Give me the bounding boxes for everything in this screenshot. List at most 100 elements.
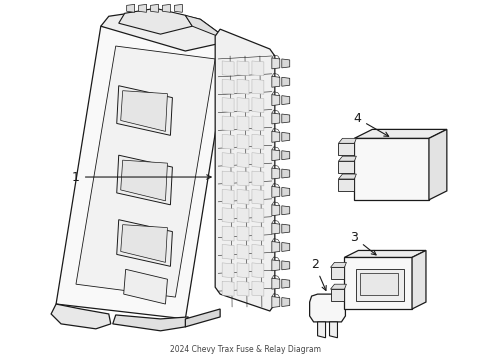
Polygon shape [282, 77, 290, 86]
Polygon shape [282, 298, 290, 306]
Polygon shape [163, 4, 171, 12]
Polygon shape [117, 220, 172, 266]
Polygon shape [282, 224, 290, 233]
Polygon shape [121, 91, 168, 131]
Polygon shape [222, 79, 234, 94]
Polygon shape [329, 322, 338, 338]
Polygon shape [237, 153, 249, 168]
Polygon shape [282, 114, 290, 123]
Polygon shape [121, 160, 168, 201]
Polygon shape [127, 4, 135, 12]
Polygon shape [222, 263, 234, 278]
Text: 1: 1 [72, 171, 211, 184]
Polygon shape [282, 169, 290, 178]
Polygon shape [222, 281, 234, 296]
Polygon shape [252, 79, 264, 94]
Polygon shape [429, 129, 447, 200]
Polygon shape [237, 79, 249, 94]
Polygon shape [56, 26, 230, 319]
Polygon shape [237, 226, 249, 241]
Polygon shape [344, 257, 412, 309]
Polygon shape [222, 171, 234, 186]
Polygon shape [339, 179, 354, 191]
Polygon shape [272, 297, 280, 307]
Polygon shape [272, 58, 280, 69]
Polygon shape [119, 8, 192, 34]
Polygon shape [237, 61, 249, 76]
Polygon shape [282, 188, 290, 196]
Polygon shape [237, 263, 249, 278]
Polygon shape [339, 174, 356, 179]
Polygon shape [222, 208, 234, 223]
Polygon shape [282, 59, 290, 68]
Polygon shape [331, 267, 344, 279]
Polygon shape [252, 61, 264, 76]
Polygon shape [272, 278, 280, 289]
Polygon shape [237, 116, 249, 131]
Polygon shape [318, 322, 325, 338]
Polygon shape [237, 189, 249, 204]
Polygon shape [272, 168, 280, 179]
Polygon shape [237, 98, 249, 113]
Text: 4: 4 [353, 112, 389, 136]
Polygon shape [272, 95, 280, 105]
Polygon shape [222, 153, 234, 168]
Polygon shape [76, 46, 215, 297]
Polygon shape [185, 309, 220, 327]
Polygon shape [272, 131, 280, 142]
Polygon shape [252, 263, 264, 278]
Polygon shape [222, 98, 234, 113]
Polygon shape [237, 244, 249, 260]
Polygon shape [331, 289, 344, 301]
Polygon shape [339, 161, 354, 173]
Polygon shape [339, 143, 354, 155]
Polygon shape [344, 251, 426, 257]
Polygon shape [252, 153, 264, 168]
Polygon shape [117, 155, 172, 205]
Polygon shape [174, 4, 182, 12]
Polygon shape [252, 189, 264, 204]
Polygon shape [123, 269, 168, 304]
Polygon shape [237, 171, 249, 186]
Polygon shape [272, 242, 280, 252]
Polygon shape [252, 134, 264, 149]
Polygon shape [272, 260, 280, 271]
Polygon shape [331, 262, 346, 267]
Polygon shape [215, 29, 275, 311]
Polygon shape [272, 223, 280, 234]
Polygon shape [101, 9, 230, 51]
Polygon shape [117, 86, 172, 135]
Polygon shape [272, 113, 280, 124]
Polygon shape [282, 151, 290, 159]
Polygon shape [252, 171, 264, 186]
Polygon shape [339, 156, 356, 161]
Polygon shape [185, 15, 230, 41]
Polygon shape [252, 244, 264, 260]
Polygon shape [121, 225, 168, 262]
Polygon shape [222, 134, 234, 149]
Polygon shape [282, 261, 290, 270]
Text: 2024 Chevy Trax Fuse & Relay Diagram: 2024 Chevy Trax Fuse & Relay Diagram [170, 345, 320, 354]
Polygon shape [139, 4, 147, 12]
Polygon shape [237, 208, 249, 223]
Polygon shape [222, 226, 234, 241]
Polygon shape [272, 186, 280, 197]
Polygon shape [310, 294, 345, 322]
Polygon shape [237, 281, 249, 296]
Polygon shape [252, 281, 264, 296]
Polygon shape [282, 279, 290, 288]
Polygon shape [272, 205, 280, 216]
Polygon shape [113, 315, 188, 331]
Text: 3: 3 [350, 231, 376, 255]
Polygon shape [51, 304, 111, 329]
Polygon shape [222, 61, 234, 76]
Polygon shape [252, 98, 264, 113]
Polygon shape [412, 251, 426, 309]
Polygon shape [354, 129, 447, 138]
Polygon shape [150, 4, 158, 12]
Polygon shape [282, 96, 290, 105]
Polygon shape [222, 116, 234, 131]
Polygon shape [360, 273, 398, 295]
Polygon shape [252, 226, 264, 241]
Polygon shape [252, 208, 264, 223]
